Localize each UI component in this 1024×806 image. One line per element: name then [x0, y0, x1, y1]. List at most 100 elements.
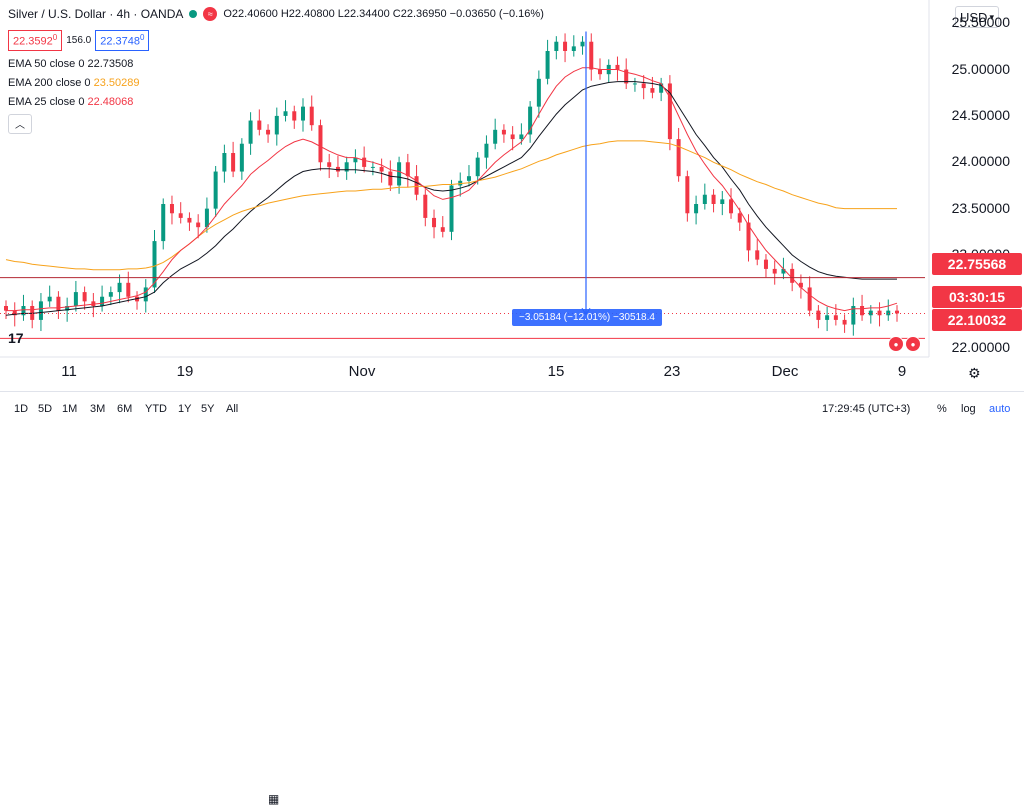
candle-body: [685, 176, 690, 214]
candle-body: [266, 129, 271, 135]
ask-price-box[interactable]: 22.37480: [95, 30, 150, 51]
ema25-line[interactable]: [6, 67, 898, 312]
time-tick-label: 11: [61, 363, 77, 380]
candle-body: [414, 176, 419, 195]
candle-body: [178, 213, 183, 218]
spread-value: 156.0: [66, 34, 92, 46]
candle-body: [388, 171, 393, 186]
price-level-badge: 22.10032: [932, 309, 1022, 331]
range-button-5y[interactable]: 5Y: [201, 403, 215, 415]
currency-selector[interactable]: USD ▾: [955, 6, 999, 28]
candle-body: [563, 41, 568, 51]
range-button-3m[interactable]: 3M: [90, 403, 106, 415]
candle-body: [12, 310, 17, 316]
candle-body: [440, 227, 445, 232]
candle-body: [466, 176, 471, 181]
candle-body: [152, 241, 157, 288]
collapse-legend-button[interactable]: ︿: [8, 113, 32, 134]
candle-body: [231, 153, 236, 172]
timezone-clock[interactable]: 17:29:45 (UTC+3): [822, 403, 911, 415]
candle-body: [239, 143, 244, 172]
price-tick-label: 23.50000: [951, 199, 1010, 216]
range-button-ytd[interactable]: YTD: [145, 403, 167, 415]
candle-body: [554, 41, 559, 51]
ohlc-values: O22.40600 H22.40800 L22.34400 C22.36950 …: [223, 8, 544, 20]
us-flag-icon[interactable]: ●: [905, 336, 921, 352]
candle-body: [702, 194, 707, 204]
candle-body: [292, 111, 297, 121]
indicator-ema50[interactable]: EMA 50 close 0 22.73508: [8, 57, 134, 70]
candle-body: [519, 134, 524, 140]
flag-icon[interactable]: ≈: [203, 7, 218, 21]
candle-body: [632, 83, 637, 85]
tradingview-logo-icon[interactable]: 17: [8, 330, 24, 346]
candle-body: [38, 301, 43, 320]
candle-body: [825, 315, 830, 320]
countdown-badge: 03:30:15: [932, 286, 1022, 308]
candle-body: [493, 129, 498, 144]
horizontal-lines: [0, 277, 925, 339]
chart-legend: Silver / U.S. Dollar · 4h · OANDA ≈ O22.…: [8, 4, 544, 134]
candle-body: [301, 106, 305, 121]
candle-body: [344, 162, 349, 172]
candle-body: [781, 268, 786, 274]
candle-body: [536, 78, 541, 107]
auto-button[interactable]: auto: [989, 403, 1011, 415]
candle-body: [650, 88, 655, 93]
bid-price-box[interactable]: 22.35920: [8, 30, 63, 51]
candle-body: [432, 217, 437, 228]
candle-body: [746, 222, 751, 251]
ema50-line[interactable]: [5, 81, 897, 316]
range-button-6m[interactable]: 6M: [117, 403, 133, 415]
range-button-all[interactable]: All: [226, 403, 239, 415]
candle-body: [117, 282, 122, 293]
market-open-indicator: [189, 10, 198, 18]
candle-body: [790, 268, 795, 283]
time-tick-label: 9: [897, 363, 907, 380]
candle-body: [274, 115, 279, 135]
time-tick-label: Dec: [771, 363, 799, 380]
bottom-toolbar: 1D 5D 1M 3M 6M YTD 1Y 5Y All ▦ 17:29:45 (UTC+3) …: [0, 391, 1024, 806]
range-button-5d[interactable]: 5D: [38, 403, 53, 415]
candle-body: [397, 162, 402, 186]
symbol-title[interactable]: Silver / U.S. Dollar · 4h · OANDA: [8, 7, 184, 21]
candle-body: [624, 69, 629, 84]
candle-body: [143, 287, 148, 302]
price-level-badge: 22.75568: [932, 253, 1022, 275]
candle-body: [886, 310, 891, 316]
candle-body: [711, 194, 716, 204]
candle-body: [868, 310, 873, 316]
candle-body: [720, 199, 725, 204]
candle-body: [641, 83, 646, 89]
us-flag-icon[interactable]: ●: [888, 336, 904, 352]
ema200-line[interactable]: [5, 140, 897, 271]
indicator-ema200[interactable]: EMA 200 close 0 23.50289: [8, 76, 140, 89]
candle-body: [860, 306, 865, 316]
candle-body: [772, 268, 777, 274]
calendar-icon[interactable]: ▦: [268, 792, 280, 806]
candle-body: [729, 199, 734, 214]
candle-body: [126, 282, 131, 297]
log-button[interactable]: log: [961, 403, 976, 415]
candle-body: [877, 310, 882, 316]
candle-body: [484, 143, 489, 158]
candle-body: [763, 259, 768, 269]
candle-body: [423, 194, 428, 218]
range-button-1d[interactable]: 1D: [14, 403, 29, 415]
gear-icon[interactable]: ⚙: [968, 365, 981, 381]
candle-body: [213, 171, 218, 209]
candle-body: [257, 120, 262, 130]
candle-body: [842, 319, 847, 325]
candle-body: [327, 162, 332, 167]
time-tick-label: Nov: [348, 363, 376, 380]
chart-canvas[interactable]: [0, 0, 1024, 391]
percent-button[interactable]: %: [937, 403, 947, 415]
indicator-ema25[interactable]: EMA 25 close 0 22.48068: [8, 95, 134, 108]
candle-body: [449, 185, 454, 232]
candle-body: [283, 111, 288, 116]
chevron-up-icon: ︿: [15, 120, 25, 132]
range-button-1y[interactable]: 1Y: [178, 403, 192, 415]
range-button-1m[interactable]: 1M: [62, 403, 78, 415]
candle-body: [4, 306, 8, 311]
event-flags[interactable]: ● ●: [888, 336, 921, 352]
